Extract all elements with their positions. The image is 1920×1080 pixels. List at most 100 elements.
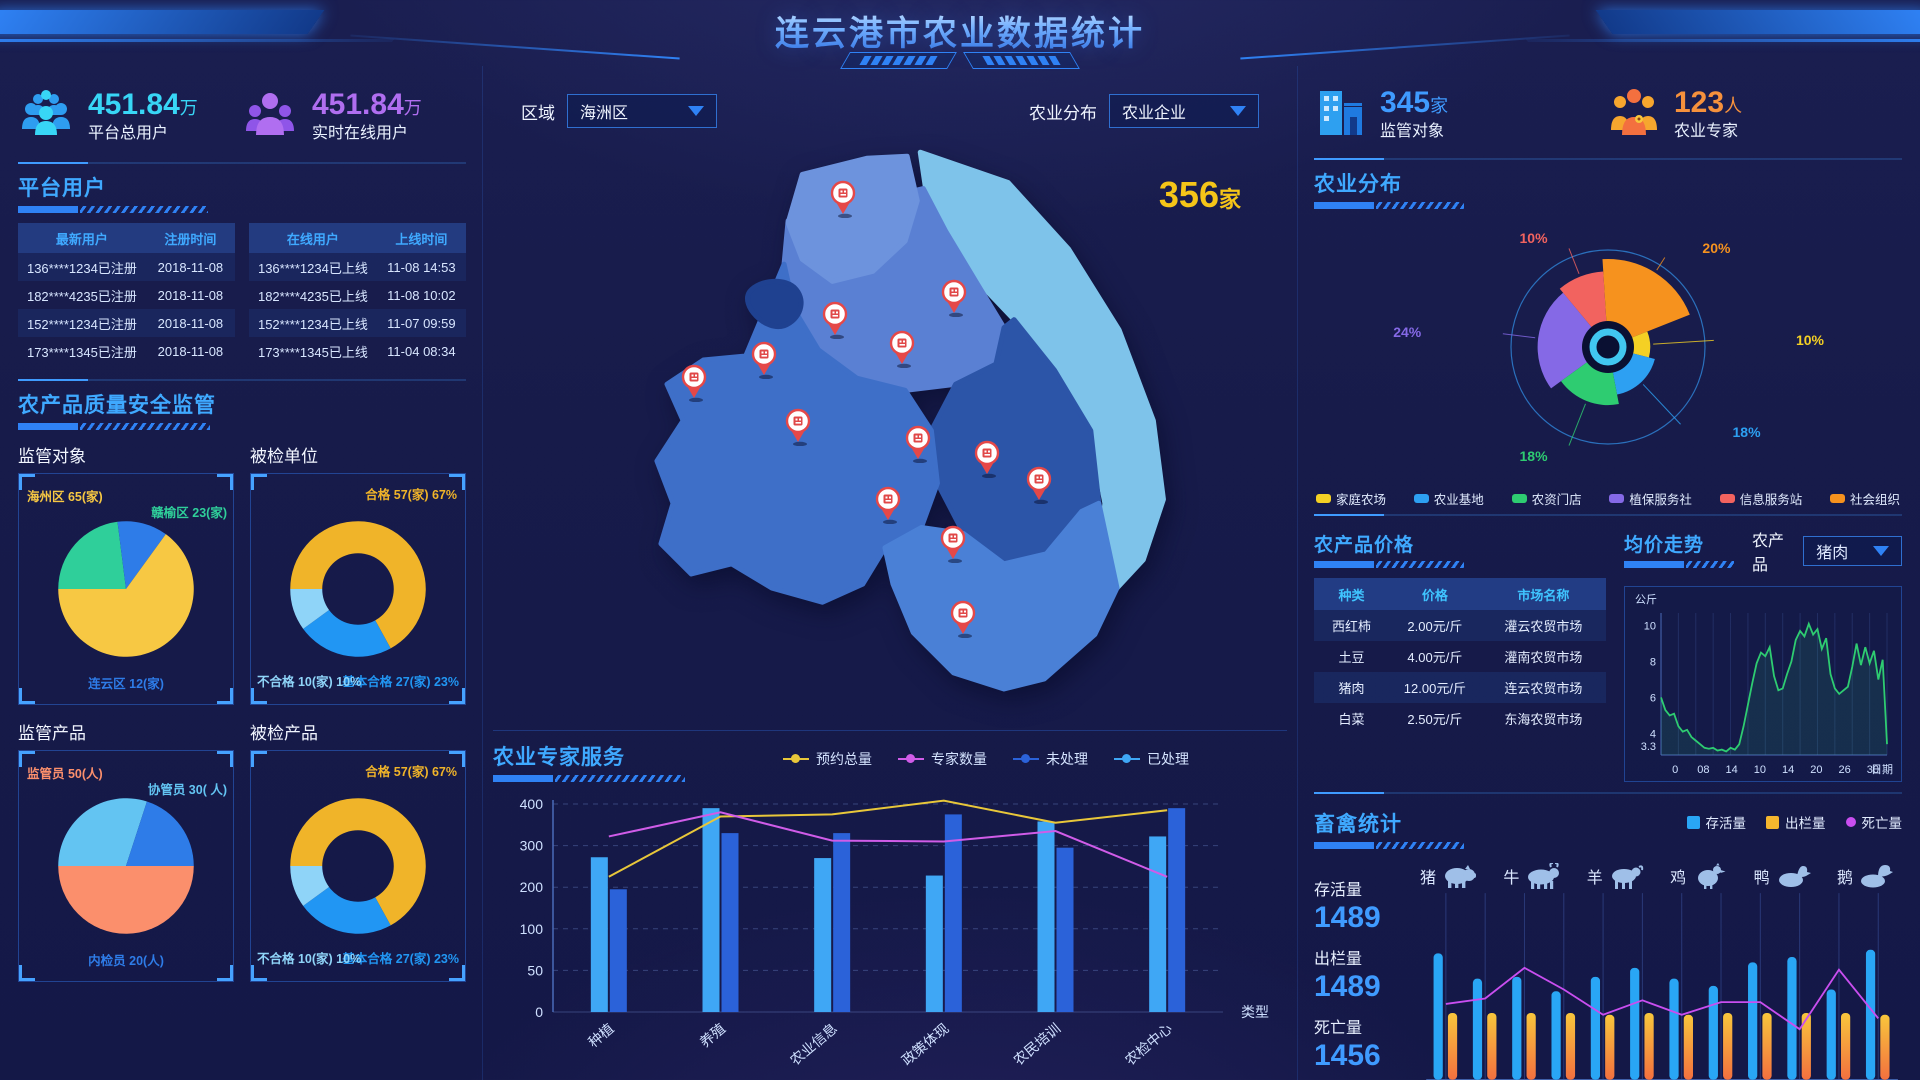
price-trend-line-chart[interactable]: 公斤 10 8 6 4 3.3 0 08 14 10 14 20 26 30 日期 bbox=[1624, 586, 1903, 782]
section-divider bbox=[1314, 514, 1903, 516]
pie-label: 内检员 20(人) bbox=[88, 954, 164, 968]
pie-label: 监管员 50(人) bbox=[27, 767, 103, 781]
goose-icon bbox=[1860, 865, 1893, 888]
table-row: 182****4235已上线 11-08 10:02 bbox=[257, 287, 456, 304]
column-header: 价格 bbox=[1421, 587, 1448, 603]
stat-value: 451.84 bbox=[88, 88, 180, 122]
map-pin[interactable] bbox=[973, 440, 1001, 479]
duck-icon bbox=[1778, 866, 1811, 887]
table-row: 136****1234已注册 2018-11-08 bbox=[18, 253, 235, 281]
section-divider bbox=[1314, 158, 1903, 160]
legend-item[interactable]: 农业基地 bbox=[1413, 489, 1484, 508]
livestock-legend: 存活量 出栏量 死亡量 bbox=[1686, 812, 1902, 832]
map-pin[interactable] bbox=[939, 525, 967, 563]
region-label: 区域 bbox=[521, 103, 555, 123]
expert-chart-legend: 预约总量 专家数量 未处理 已处理 bbox=[783, 749, 1189, 769]
map-pin[interactable] bbox=[888, 330, 916, 369]
legend-item[interactable]: 死亡量 bbox=[1845, 812, 1902, 832]
map-pin[interactable] bbox=[829, 180, 857, 219]
pie-label: 基本合格 27(家) 23% bbox=[342, 675, 459, 689]
legend-item[interactable]: 专家数量 bbox=[898, 749, 987, 769]
pie-label: 基本合格 27(家) 23% bbox=[342, 952, 459, 966]
top-header: 连云港市农业数据统计 bbox=[0, 0, 1920, 69]
svg-text:3.3: 3.3 bbox=[1641, 741, 1656, 753]
legend-item[interactable]: 社会组织 bbox=[1829, 489, 1900, 508]
rose-percent-label: 18% bbox=[1519, 447, 1548, 464]
map-pin[interactable] bbox=[750, 341, 778, 380]
legend-item[interactable]: 农资门店 bbox=[1511, 489, 1582, 508]
animal-pig[interactable]: 猪 bbox=[1420, 863, 1477, 889]
online-users-table: 在线用户 上线时间 136****1234已上线 11-08 14:53 182*… bbox=[249, 223, 466, 365]
column-header: 上线时间 bbox=[395, 231, 448, 247]
svg-text:日期: 日期 bbox=[1871, 763, 1893, 776]
animal-sheep[interactable]: 羊 bbox=[1587, 863, 1644, 889]
distribution-label: 农业分布 bbox=[1029, 103, 1097, 123]
animal-chicken[interactable]: 鸡 bbox=[1670, 863, 1727, 889]
section-title-decoration bbox=[1624, 561, 1734, 568]
supervision-objects-pie-chart[interactable] bbox=[19, 474, 233, 704]
chevron-down-icon bbox=[688, 106, 704, 116]
legend-swatch bbox=[1766, 815, 1780, 829]
agri-distribution-rose-chart[interactable]: 24% 10% 20% 10% 18% 18% bbox=[1314, 219, 1902, 487]
animal-cattle[interactable]: 牛 bbox=[1503, 863, 1560, 889]
inspected-products-donut-chart[interactable] bbox=[251, 751, 465, 981]
header-wing-right-decoration bbox=[1525, 10, 1920, 42]
stat-experts: 123人 农业专家 bbox=[1608, 84, 1902, 142]
distribution-legend: 家庭农场 农业基地 农资门店 植保服务社 信息服务站 社会组织 bbox=[1316, 489, 1900, 508]
stat-value: 345 bbox=[1380, 86, 1431, 120]
stat-value: 451.84 bbox=[312, 88, 404, 122]
legend-item[interactable]: 未处理 bbox=[1013, 749, 1088, 769]
legend-item[interactable]: 植保服务社 bbox=[1609, 489, 1692, 508]
legend-item[interactable]: 预约总量 bbox=[783, 749, 872, 769]
rose-percent-label: 24% bbox=[1393, 324, 1422, 341]
animal-selector-row: 猪 牛 羊 鸡 鸭 鹅 bbox=[1418, 859, 1902, 889]
left-column: 451.84万 平台总用户 451.84万 实时在线用户 bbox=[0, 66, 482, 1080]
map-regions bbox=[654, 149, 1166, 692]
map-pin[interactable] bbox=[821, 301, 849, 340]
table-header: 种类 价格 市场名称 bbox=[1314, 578, 1606, 610]
distribution-select[interactable]: 农业企业 bbox=[1109, 94, 1259, 128]
livestock-bar-chart[interactable]: 010203040506070809101112 bbox=[1418, 889, 1902, 1080]
region-select[interactable]: 海洲区 bbox=[567, 94, 717, 128]
svg-text:200: 200 bbox=[520, 879, 544, 895]
svg-text:400: 400 bbox=[520, 796, 544, 812]
map-pin[interactable] bbox=[940, 279, 968, 317]
supervision-products-pie-chart[interactable] bbox=[19, 751, 233, 981]
legend-item[interactable]: 存活量 bbox=[1686, 812, 1746, 832]
map-pin[interactable] bbox=[904, 425, 932, 463]
legend-item[interactable]: 出栏量 bbox=[1766, 812, 1826, 832]
stat-unit: 家 bbox=[1430, 96, 1449, 117]
pie-label: 海州区 65(家) bbox=[27, 490, 103, 504]
rose-percent-label: 20% bbox=[1702, 240, 1731, 257]
sheep-icon bbox=[1611, 865, 1643, 889]
map-pin[interactable] bbox=[784, 408, 812, 446]
map-pin[interactable] bbox=[874, 486, 902, 524]
online-users-icon bbox=[242, 87, 298, 144]
section-title-livestock: 畜禽统计 bbox=[1314, 813, 1402, 836]
product-select-value: 猪肉 bbox=[1816, 545, 1849, 562]
animal-duck[interactable]: 鸭 bbox=[1754, 863, 1811, 889]
table-row: 白菜 2.50元/斤 东海农贸市场 bbox=[1338, 712, 1583, 727]
map-pin[interactable] bbox=[949, 600, 977, 638]
product-select[interactable]: 猪肉 bbox=[1803, 536, 1903, 566]
animal-goose[interactable]: 鹅 bbox=[1837, 863, 1894, 889]
pie-label: 连云区 12(家) bbox=[88, 677, 164, 691]
legend-item[interactable]: 已处理 bbox=[1114, 749, 1189, 769]
price-panel: 农产品价格 种类 价格 市场名称 西红柿 2.00元/斤 灌云农贸市场 土豆 4.00… bbox=[1314, 524, 1606, 782]
district-map[interactable] bbox=[570, 128, 1210, 693]
expert-service-combo-chart[interactable]: 0 50 100 200 300 400 数量类型种植 养殖 农业信息 政策体现 农民培训 农检中心 bbox=[493, 777, 1287, 1080]
legend-item[interactable]: 信息服务站 bbox=[1719, 489, 1802, 508]
svg-text:公斤: 公斤 bbox=[1635, 593, 1657, 606]
map-pin[interactable] bbox=[680, 364, 708, 403]
svg-text:30: 30 bbox=[1867, 764, 1879, 776]
experts-icon bbox=[1608, 86, 1660, 141]
legend-dot-marker bbox=[1845, 817, 1856, 827]
legend-item[interactable]: 家庭农场 bbox=[1316, 489, 1386, 508]
pie-label: 协管员 30( 人) bbox=[147, 783, 227, 797]
map-pin[interactable] bbox=[1025, 466, 1053, 504]
section-title-decoration bbox=[1314, 202, 1464, 209]
section-divider bbox=[18, 379, 466, 381]
chicken-icon bbox=[1698, 863, 1726, 889]
inspected-units-donut-chart[interactable] bbox=[251, 474, 465, 704]
